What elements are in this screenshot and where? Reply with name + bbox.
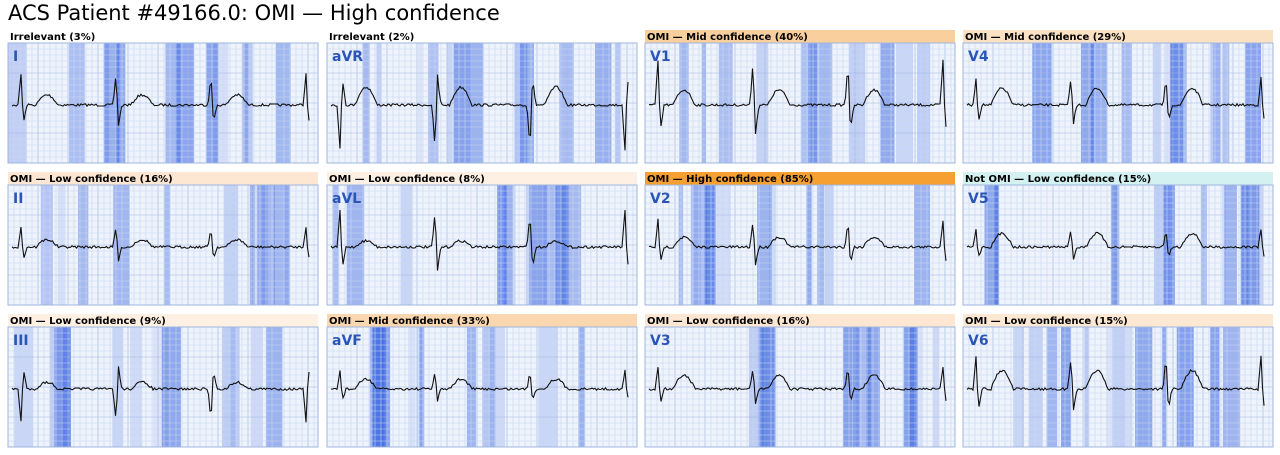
panel-label: OMI — Low confidence (8%) (329, 174, 485, 185)
panel-label: OMI — Low confidence (16%) (10, 174, 173, 185)
lead-name: V2 (650, 191, 671, 207)
ecg-panel: Not OMI — Low confidence (15%) V5 (962, 172, 1274, 306)
label-band (8, 314, 318, 327)
lead-name: V3 (650, 333, 671, 349)
strip-border (644, 184, 956, 306)
ecg-trace (11, 73, 310, 126)
strip-border (644, 42, 956, 164)
label-band (645, 30, 955, 43)
strip-border (7, 326, 319, 448)
ecg-panel: OMI — Low confidence (9%) III (7, 314, 319, 448)
panel-label: OMI — Low confidence (16%) (647, 316, 810, 327)
panel-label: OMI — Low confidence (9%) (10, 316, 166, 327)
lead-name: III (13, 333, 29, 349)
label-band (645, 314, 955, 327)
ecg-panel: OMI — Low confidence (8%) aVL (326, 172, 638, 306)
ecg-panel: OMI — High confidence (85%) V2 (644, 172, 956, 306)
lead-name: II (13, 191, 23, 207)
panel-label: Irrelevant (2%) (329, 32, 414, 43)
strip-border (644, 326, 956, 448)
strip-border (326, 326, 638, 448)
strip-border (7, 42, 319, 164)
ecg-panel: OMI — Mid confidence (29%) V4 (962, 30, 1274, 164)
strip-border (326, 42, 638, 164)
ecg-trace (966, 76, 1265, 125)
ecg-panel: OMI — Low confidence (15%) V6 (962, 314, 1274, 448)
label-band (645, 172, 955, 185)
label-band (327, 30, 637, 43)
ecg-trace (966, 229, 1265, 260)
strip-border (326, 184, 638, 306)
label-band (327, 314, 637, 327)
panel-label: OMI — Mid confidence (29%) (965, 32, 1126, 43)
strip-border (7, 184, 319, 306)
panel-label: OMI — Mid confidence (40%) (647, 32, 808, 43)
lead-name: aVF (332, 333, 362, 349)
panel-label: Not OMI — Low confidence (15%) (965, 174, 1151, 185)
lead-name: V6 (968, 333, 989, 349)
lead-name: aVR (332, 49, 363, 65)
ecg-trace (648, 218, 947, 266)
ecg-trace (11, 366, 310, 423)
ecg-trace (330, 74, 629, 151)
page-title: ACS Patient #49166.0: OMI — High confide… (8, 1, 500, 25)
strip-border (962, 42, 1274, 164)
ecg-trace (648, 367, 947, 404)
strip-border (962, 184, 1274, 306)
ecg-panel: OMI — Low confidence (16%) V3 (644, 314, 956, 448)
lead-name: I (13, 49, 18, 65)
ecg-trace (966, 355, 1265, 411)
lead-name: aVL (332, 191, 361, 207)
label-band (8, 30, 318, 43)
lead-name: V1 (650, 49, 671, 65)
strip-border (962, 326, 1274, 448)
ecg-panel: OMI — Mid confidence (40%) V1 (644, 30, 956, 164)
panel-label: Irrelevant (3%) (10, 32, 95, 43)
panel-label: OMI — Low confidence (15%) (965, 316, 1128, 327)
ecg-trace (648, 59, 947, 135)
ecg-panel: OMI — Mid confidence (33%) aVF (326, 314, 638, 448)
panel-label: OMI — High confidence (85%) (647, 174, 813, 185)
label-band (963, 314, 1273, 327)
lead-name: V4 (968, 49, 989, 65)
label-band (327, 172, 637, 185)
ecg-trace (11, 227, 310, 262)
ecg-trace (330, 209, 629, 271)
label-band (963, 172, 1273, 185)
ecg-panel: Irrelevant (3%) I (7, 30, 319, 164)
label-band (963, 30, 1273, 43)
ecg-trace (330, 369, 629, 402)
label-band (8, 172, 318, 185)
ecg-panel: OMI — Low confidence (16%) II (7, 172, 319, 306)
panel-label: OMI — Mid confidence (33%) (329, 316, 490, 327)
lead-name: V5 (968, 191, 989, 207)
ecg-panel: Irrelevant (2%) aVR (326, 30, 638, 164)
